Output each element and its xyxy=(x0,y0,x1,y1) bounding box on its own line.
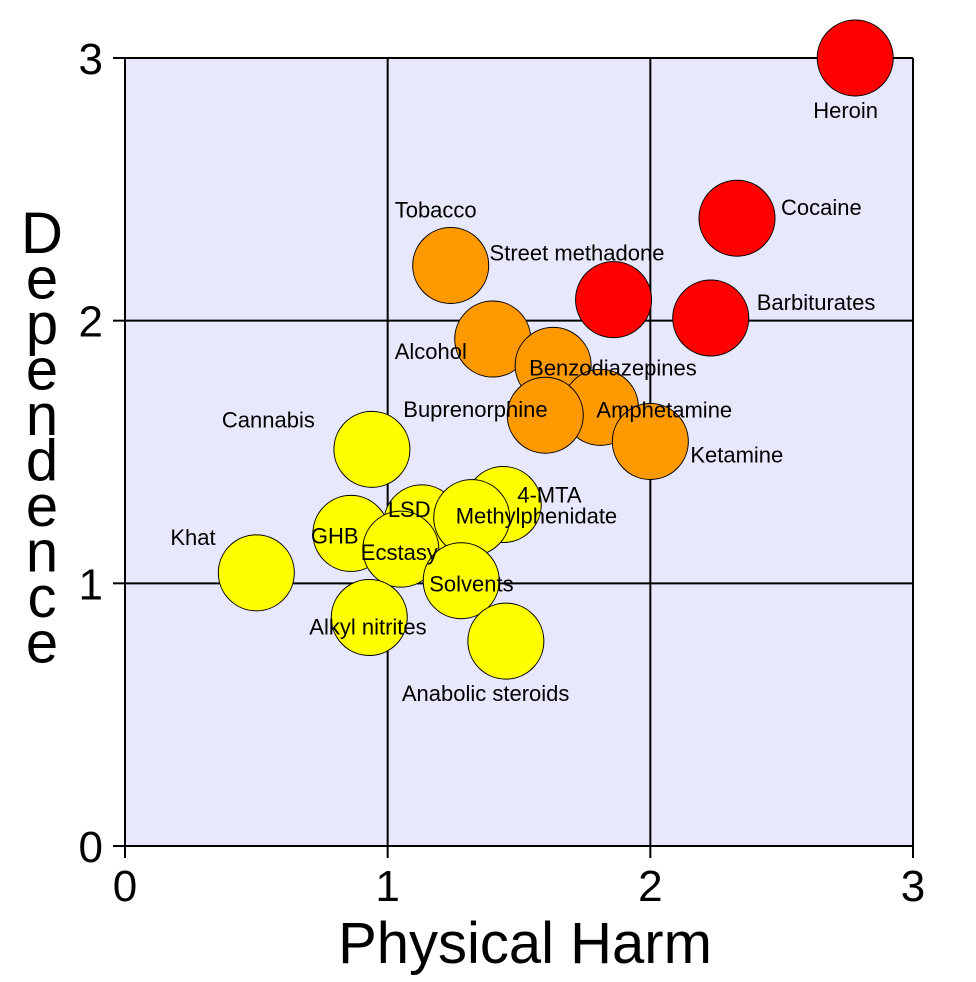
data-point xyxy=(217,534,295,612)
y-tick-label: 0 xyxy=(79,823,103,872)
point-label: Tobacco xyxy=(395,198,477,223)
y-axis-title-letter: D xyxy=(21,201,63,266)
y-axis-title-letter: d xyxy=(26,429,58,494)
x-tick-label: 3 xyxy=(901,862,925,911)
y-tick-label: 3 xyxy=(79,35,103,84)
y-axis-title-letter: e xyxy=(26,247,58,312)
data-point xyxy=(330,578,408,656)
y-axis-title-letter: c xyxy=(28,565,57,630)
y-axis-title-letter: e xyxy=(26,611,58,676)
point-label: Amphetamine xyxy=(596,397,732,422)
point-label: GHB xyxy=(311,523,359,548)
point-label: Cocaine xyxy=(781,195,862,220)
data-point xyxy=(611,402,689,480)
data-point xyxy=(422,542,500,620)
y-axis-title-letter: e xyxy=(26,474,58,539)
point-label: Buprenorphine xyxy=(403,397,547,422)
x-axis-title: Physical Harm xyxy=(338,911,712,976)
point-label: Alkyl nitrites xyxy=(309,614,426,639)
point-label: Street methadone xyxy=(490,241,665,266)
point-label: Alcohol xyxy=(395,339,467,364)
x-tick-label: 1 xyxy=(375,862,399,911)
x-tick-label: 0 xyxy=(113,862,137,911)
data-point xyxy=(467,602,545,680)
y-axis-title-letter: n xyxy=(26,383,58,448)
plot-background xyxy=(125,58,913,846)
data-points: Heroin Cocaine Street methadone Barbiturate… xyxy=(170,19,894,706)
point-label: Khat xyxy=(170,525,215,550)
data-point xyxy=(575,261,653,339)
y-tick-label: 2 xyxy=(79,298,103,347)
y-axis-title-letter: n xyxy=(26,520,58,585)
point-label: Anabolic steroids xyxy=(402,681,570,706)
data-point xyxy=(362,510,440,588)
point-label: Methylphenidate xyxy=(456,504,617,529)
tick-labels: 0 1 2 3 0 1 2 3 xyxy=(79,35,926,911)
data-point xyxy=(698,179,776,257)
point-label: Cannabis xyxy=(222,407,315,432)
point-label: Ketamine xyxy=(690,442,783,467)
point-label: 4-MTA xyxy=(517,483,582,508)
data-point xyxy=(672,279,750,357)
y-tick-label: 1 xyxy=(79,560,103,609)
point-label: Barbiturates xyxy=(757,290,876,315)
point-label: Heroin xyxy=(813,98,878,123)
data-point xyxy=(506,376,584,454)
point-label: Solvents xyxy=(429,572,513,597)
y-axis-title-letter: e xyxy=(26,338,58,403)
x-tick-label: 2 xyxy=(638,862,662,911)
y-axis-title-letter: p xyxy=(26,292,58,357)
data-point xyxy=(816,19,894,97)
point-label: Benzodiazepines xyxy=(529,355,697,380)
point-label: LSD xyxy=(388,497,431,522)
data-point xyxy=(412,227,490,305)
point-label: Ecstasy xyxy=(361,540,438,565)
data-point xyxy=(333,410,411,488)
